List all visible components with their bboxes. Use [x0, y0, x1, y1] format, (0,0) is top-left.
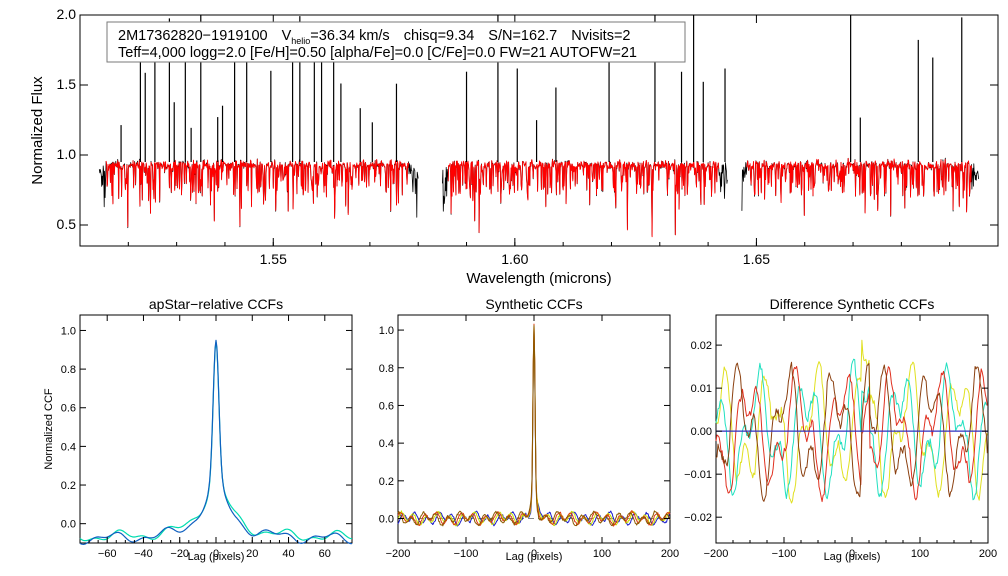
difference-ccf-line — [715, 365, 988, 503]
synthetic-ccf-line — [397, 329, 671, 527]
apstar-ccf-y-tick-label: 0.2 — [61, 480, 76, 492]
chisq-value: chisq=9.34 — [404, 28, 475, 44]
apstar-ccf-title: apStar−relative CCFs — [149, 296, 283, 312]
spectrum-y-tick-label: 1.5 — [57, 76, 77, 92]
spectrum-panel: 1.55 1.60 1.65 0.5 1.0 1.5 2.0 2M17362820−1919… — [29, 6, 999, 287]
vhelio-subscript: helio — [291, 36, 310, 46]
difference-ccf-x-tick-label: −200 — [704, 548, 729, 560]
difference-ccf-x-tick-label: −100 — [772, 548, 797, 560]
apstar-ccf-x-axis-label: Lag (pixels) — [188, 551, 245, 563]
apstar-ccf-x-tick-label: 60 — [319, 548, 331, 560]
apstar-ccf-x-tick-label: 20 — [246, 548, 258, 560]
spectrum-info-box — [106, 21, 686, 63]
synthetic-ccf-title: Synthetic CCFs — [485, 296, 582, 312]
apstar-ccf-line — [79, 339, 353, 546]
difference-ccf-line — [715, 361, 988, 502]
difference-ccf-y-tick-label: 0.00 — [691, 426, 712, 438]
apstar-ccf-y-tick-label: 0.0 — [61, 519, 76, 531]
synthetic-ccf-y-tick-label: 0.0 — [379, 514, 394, 526]
difference-ccf-x-tick-label: 0 — [849, 548, 855, 560]
stellar-parameters: Teff=4,000 logg=2.0 [Fe/H]=0.50 [alpha/F… — [118, 45, 637, 61]
difference-ccf-title: Difference Synthetic CCFs — [770, 296, 935, 312]
synthetic-ccf-x-tick-label: −100 — [454, 548, 479, 560]
apstar-ccf-plot-frame — [79, 314, 353, 544]
synthetic-ccf-series — [397, 323, 671, 527]
spectrum-x-tick-label: 1.55 — [260, 251, 287, 267]
difference-ccf-y-tick-label: −0.01 — [684, 469, 712, 481]
spectrum-plot-frame — [79, 14, 999, 247]
difference-ccf-series — [715, 339, 988, 504]
apstar-ccf-y-axis-label: Normalized CCF — [43, 388, 55, 470]
snr-value: S/N=162.7 — [488, 28, 557, 44]
vhelio-value: =36.34 km/s — [310, 28, 389, 44]
nvisits-value: Nvisits=2 — [571, 28, 630, 44]
synthetic-ccf-y-tick-label: 0.2 — [379, 476, 394, 488]
difference-ccf-x-tick-label: 200 — [979, 548, 997, 560]
spectrum-x-tick-label: 1.60 — [501, 251, 528, 267]
spectrum-x-axis-label: Wavelength (microns) — [466, 270, 611, 287]
apstar-ccf-line — [79, 341, 353, 542]
spectrum-y-tick-label: 0.5 — [57, 216, 77, 232]
star-id: 2M17362820−1919100 — [118, 28, 268, 44]
apstar-ccf-y-tick-label: 0.8 — [61, 364, 76, 376]
apstar-ccf-panel: apStar−relative CCFs −60 −40 −20 0 20 40 60 0.0… — [43, 296, 353, 563]
difference-ccf-x-tick-label: 100 — [911, 548, 929, 560]
difference-ccf-y-tick-label: −0.02 — [684, 512, 712, 524]
spectrum-info-line1: 2M17362820−1919100 Vhelio=36.34 km/s chi… — [118, 28, 631, 46]
synthetic-ccf-panel: Synthetic CCFs −200 −100 0 100 200 0.0 0.2 0.4 0… — [379, 296, 679, 563]
synthetic-ccf-x-tick-label: 100 — [593, 548, 611, 560]
difference-ccf-line — [715, 339, 988, 504]
spectrum-axis-ticks: 1.55 1.60 1.65 0.5 1.0 1.5 2.0 — [57, 6, 999, 267]
synthetic-ccf-y-tick-label: 0.6 — [379, 400, 394, 412]
difference-ccf-y-tick-label: 0.01 — [691, 383, 712, 395]
apstar-ccf-x-tick-label: −40 — [134, 548, 153, 560]
apstar-ccf-series — [79, 339, 353, 546]
apstar-ccf-axis-ticks: −60 −40 −20 0 20 40 60 0.0 0.2 0.4 0.6 0.8 1.0 — [61, 315, 353, 560]
apstar-ccf-y-tick-label: 0.4 — [61, 441, 76, 453]
difference-ccf-axis-ticks: −200 −100 0 100 200 −0.02 −0.01 0.00 0.01 0.02 — [684, 315, 997, 560]
vhelio-symbol: V — [282, 28, 292, 44]
synthetic-ccf-x-axis-label: Lag (pixels) — [506, 551, 563, 563]
apstar-ccf-x-tick-label: 40 — [282, 548, 294, 560]
synthetic-ccf-axis-ticks: −200 −100 0 100 200 0.0 0.2 0.4 0.6 0.8 1.0 — [379, 315, 679, 560]
model-spectrum-line — [105, 159, 409, 228]
synthetic-ccf-x-tick-label: −200 — [386, 548, 411, 560]
difference-ccf-panel: Difference Synthetic CCFs −200 −100 0 100 20… — [684, 296, 997, 563]
spectrum-y-axis-label: Normalized Flux — [29, 76, 46, 185]
synthetic-ccf-y-tick-label: 0.4 — [379, 438, 394, 450]
difference-ccf-x-axis-label: Lag (pixels) — [824, 551, 881, 563]
synthetic-ccf-y-tick-label: 0.8 — [379, 363, 394, 375]
apstar-ccf-x-tick-label: 0 — [213, 548, 219, 560]
spectrum-x-tick-label: 1.65 — [743, 251, 770, 267]
difference-ccf-line — [715, 358, 988, 501]
spectrum-y-tick-label: 1.0 — [57, 146, 77, 162]
apstar-ccf-x-tick-label: −60 — [98, 548, 117, 560]
synthetic-ccf-y-tick-label: 1.0 — [379, 325, 394, 337]
spectrum-y-tick-label: 2.0 — [57, 6, 77, 22]
model-spectrum-line — [746, 158, 972, 216]
apstar-ccf-y-tick-label: 1.0 — [61, 325, 76, 337]
synthetic-ccf-x-tick-label: 200 — [661, 548, 679, 560]
model-spectrum-line — [447, 159, 720, 238]
apstar-ccf-x-tick-label: −20 — [170, 548, 189, 560]
synthetic-ccf-x-tick-label: 0 — [531, 548, 537, 560]
apstar-ccf-y-tick-label: 0.6 — [61, 403, 76, 415]
synthetic-ccf-line — [397, 325, 671, 527]
difference-ccf-y-tick-label: 0.02 — [691, 340, 712, 352]
